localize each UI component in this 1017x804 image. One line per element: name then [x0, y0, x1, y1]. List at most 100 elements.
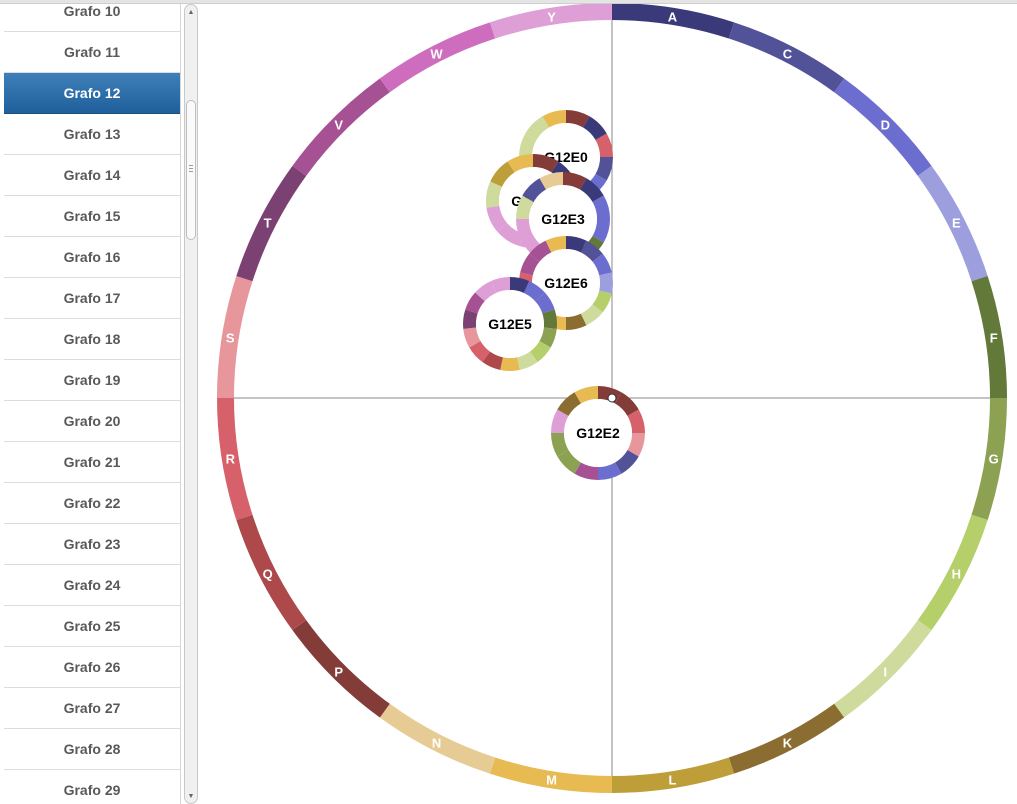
node-donut-segment	[520, 253, 540, 276]
ring-segment[interactable]	[292, 620, 390, 718]
node-donut-segment	[566, 313, 587, 330]
ring-segment[interactable]	[612, 4, 735, 39]
node-donut-segment	[545, 236, 566, 253]
list-item-grafo[interactable]: Grafo 25	[4, 606, 180, 647]
node-donut-segment	[463, 309, 478, 329]
graph-list: Grafo 10 Grafo 11 Grafo 12 Grafo 13 Grafo 14…	[4, 4, 180, 804]
node-donut-segment	[580, 304, 603, 326]
list-item-grafo[interactable]: Grafo 22	[4, 483, 180, 524]
ring-segment[interactable]	[217, 398, 253, 521]
node-donut-segment	[574, 386, 598, 404]
list-item-grafo[interactable]: Grafo 17	[4, 278, 180, 319]
ring-segment-label: D	[881, 118, 890, 133]
node-donut-segment	[563, 172, 587, 190]
ring-segment[interactable]	[379, 22, 496, 93]
list-item-grafo[interactable]: Grafo 19	[4, 360, 180, 401]
node-label: G12E3	[541, 211, 585, 227]
list-item-grafo[interactable]: Grafo 15	[4, 196, 180, 237]
list-item-grafo[interactable]: Grafo 23	[4, 524, 180, 565]
list-item-grafo[interactable]: Grafo 13	[4, 114, 180, 155]
ring-segment[interactable]	[917, 514, 988, 631]
ring-segment[interactable]	[379, 703, 496, 774]
ring-segment[interactable]	[236, 514, 307, 631]
list-item-grafo[interactable]: Grafo 14	[4, 155, 180, 196]
list-item-grafo[interactable]: Grafo 11	[4, 32, 180, 73]
scroll-up-icon[interactable]: ▲	[187, 8, 195, 16]
sidebar-scrollbar[interactable]: ▲ ▼	[184, 4, 198, 804]
node-donut-segment	[592, 290, 612, 313]
scroll-down-icon[interactable]: ▼	[187, 792, 195, 800]
ring-segment[interactable]	[834, 620, 932, 718]
node-donut[interactable]: G12E5	[463, 277, 557, 371]
node-donut-segment	[583, 116, 607, 140]
node-donut-segment	[519, 133, 537, 157]
node-donut-segment	[529, 240, 552, 262]
list-item-grafo[interactable]: Grafo 10	[4, 4, 180, 32]
list-item-grafo[interactable]: Grafo 24	[4, 565, 180, 606]
node-donut-segment	[551, 433, 569, 457]
node-donut-segment	[463, 327, 481, 348]
ring-segment[interactable]	[489, 757, 612, 793]
node-donut-segment	[529, 341, 551, 363]
list-item-grafo[interactable]: Grafo 21	[4, 442, 180, 483]
ring-segment-label: H	[952, 566, 961, 581]
ring-segment-label: G	[989, 451, 999, 466]
node-donut-segment	[490, 277, 510, 293]
outer-ring: A C D E F G H I K L M N P Q R S T V W Y	[217, 4, 1007, 793]
node-donut-segment	[627, 433, 645, 457]
node-donut-segment	[557, 450, 581, 474]
node-donut-segment	[615, 392, 639, 416]
node-donut-segment	[592, 253, 612, 276]
ring-segment[interactable]	[917, 165, 988, 282]
ring-segment[interactable]	[292, 78, 390, 176]
ring-segment[interactable]	[612, 757, 735, 793]
ring-segment-label: C	[783, 47, 793, 62]
node-center	[476, 290, 544, 358]
node-donut-segment	[580, 178, 604, 202]
list-item-grafo[interactable]: Grafo 27	[4, 688, 180, 729]
ring-segment[interactable]	[728, 703, 845, 774]
center-point	[607, 393, 617, 403]
ring-segment-label: A	[668, 9, 678, 24]
node-donut-segment	[566, 110, 590, 128]
node-donut-segment	[592, 195, 610, 219]
list-item-grafo[interactable]: Grafo 28	[4, 729, 180, 770]
node-donut[interactable]: G12E2	[551, 386, 645, 480]
node-donut-segment	[517, 351, 538, 370]
list-item-grafo[interactable]: Grafo 20	[4, 401, 180, 442]
node-donut-segment	[539, 327, 557, 348]
ring-segment-label: E	[952, 216, 961, 231]
ring-segment[interactable]	[971, 275, 1007, 398]
node-donut-segment	[557, 392, 581, 416]
ring-segment-label: T	[264, 216, 272, 231]
ring-segment[interactable]	[489, 4, 612, 39]
node-donut-segment	[486, 205, 508, 232]
node-donut-segment	[469, 341, 491, 363]
list-item-grafo[interactable]: Grafo 26	[4, 647, 180, 688]
ring-segment[interactable]	[236, 165, 307, 282]
node-donut-segment	[595, 133, 613, 157]
graph-list-sidebar[interactable]: Grafo 10 Grafo 11 Grafo 12 Grafo 13 Grafo 14…	[4, 4, 181, 804]
ring-segment-label: V	[334, 118, 343, 133]
node-donut-segment	[542, 110, 566, 128]
node-donut-segment	[539, 172, 563, 190]
node-donut-segment	[516, 195, 534, 219]
list-item-grafo[interactable]: Grafo 12	[4, 73, 180, 114]
list-item-grafo[interactable]: Grafo 29	[4, 770, 180, 804]
ring-segment[interactable]	[834, 78, 932, 176]
node-donut-segment	[522, 178, 546, 202]
node-donut-segment	[551, 409, 569, 433]
list-item-grafo[interactable]: Grafo 16	[4, 237, 180, 278]
node-donut-segment	[523, 281, 545, 302]
node-donut-segment	[475, 281, 497, 302]
ring-segment[interactable]	[217, 275, 253, 398]
ring-segment-label: Y	[547, 9, 556, 24]
scrollbar-thumb[interactable]	[186, 100, 196, 240]
list-item-grafo[interactable]: Grafo 18	[4, 319, 180, 360]
node-donut-segment	[486, 181, 503, 208]
ring-segment[interactable]	[971, 398, 1007, 521]
node-donut-segment	[533, 154, 559, 173]
ring-segment[interactable]	[728, 22, 845, 93]
node-donut-segment	[599, 272, 613, 294]
